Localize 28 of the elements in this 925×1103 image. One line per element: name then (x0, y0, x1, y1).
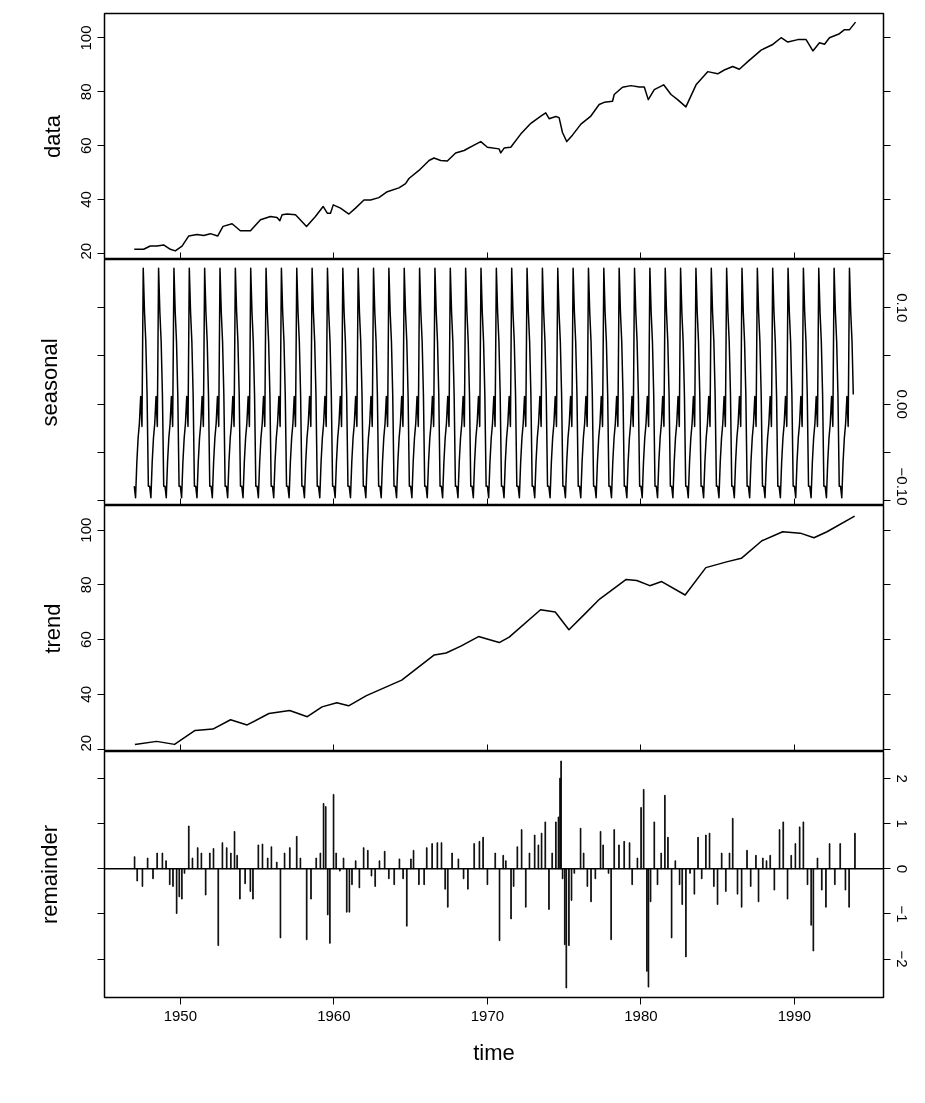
y2-tick-label: −1 (893, 905, 911, 923)
y-axis-title: remainder (36, 824, 62, 925)
y-tick-label: 40 (77, 191, 95, 208)
y-tick-label: 80 (77, 83, 95, 101)
y-tick-label: 20 (77, 242, 95, 260)
y-tick-label: 60 (77, 631, 95, 648)
y-tick-label: 100 (77, 517, 95, 543)
y-tick-label: 40 (77, 685, 95, 703)
x-tick-label: 1970 (470, 1006, 505, 1024)
x-axis-title: time (473, 1039, 515, 1065)
y2-tick-label: 1 (893, 819, 911, 828)
x-tick-label: 1960 (317, 1006, 351, 1024)
y2-tick-label: 0 (893, 864, 911, 874)
y2-tick-label: 2 (893, 774, 911, 783)
y-axis-title: data (39, 114, 65, 158)
y-axis-title: trend (39, 603, 65, 654)
y-tick-label: 100 (77, 25, 95, 51)
y-axis-title: seasonal (36, 338, 62, 427)
x-tick-label: 1950 (163, 1006, 198, 1024)
y2-tick-label: 0.00 (893, 389, 911, 419)
x-tick-label: 1990 (777, 1006, 812, 1024)
y-tick-label: 20 (77, 734, 95, 752)
y2-tick-label: 0.10 (893, 293, 911, 323)
y-tick-label: 60 (77, 137, 95, 154)
y2-tick-label: −0.10 (893, 467, 911, 506)
y2-tick-label: −2 (893, 950, 911, 968)
y-tick-label: 80 (77, 576, 95, 594)
x-tick-label: 1980 (624, 1006, 658, 1024)
